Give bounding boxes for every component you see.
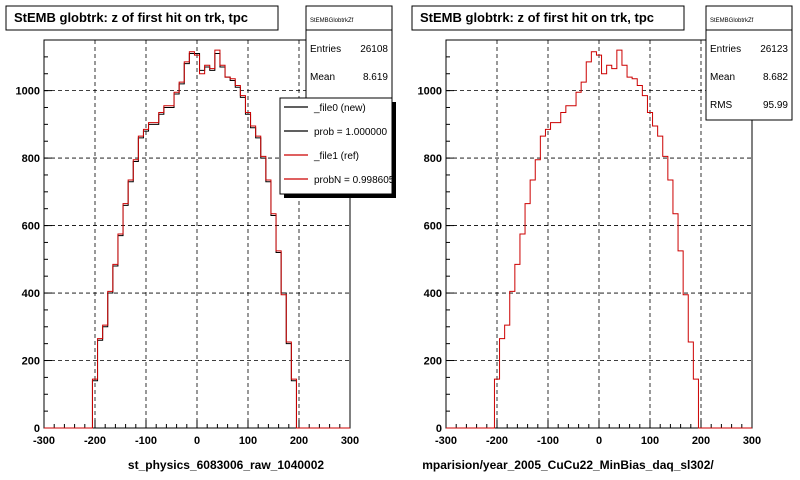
x-tick-label: 0: [596, 435, 602, 447]
x-tick-label: 200: [692, 435, 710, 447]
stats-value: 26123: [760, 44, 788, 55]
x-tick-label: 100: [239, 435, 257, 447]
stats-value: 8.619: [363, 72, 388, 83]
x-tick-label: -200: [84, 435, 106, 447]
x-tick-label: 300: [341, 435, 359, 447]
y-tick-label: 0: [34, 423, 40, 435]
chart-title: StEMB globtrk: z of first hit on trk, tp…: [14, 10, 248, 25]
y-tick-label: 200: [424, 356, 442, 368]
y-tick-label: 600: [424, 221, 442, 233]
stats-value: 8.682: [763, 72, 788, 83]
stats-box: [305, 5, 393, 99]
stats-value: 95.99: [763, 100, 788, 111]
histogram-series--file1-ref-: [446, 49, 752, 429]
legend-label: _file0 (new): [313, 103, 366, 114]
y-tick-label: 400: [22, 288, 40, 300]
x-axis-title: st_physics_6083006_raw_1040002: [128, 458, 324, 472]
stats-value: 26108: [360, 44, 388, 55]
y-tick-label: 800: [22, 153, 40, 165]
x-tick-label: 300: [743, 435, 761, 447]
x-tick-label: -200: [486, 435, 508, 447]
y-tick-label: 1000: [16, 86, 40, 98]
histogram-series--file1-ref-: [44, 49, 350, 429]
x-tick-label: -100: [537, 435, 559, 447]
legend-label: probN = 0.998605: [314, 175, 395, 186]
y-tick-label: 800: [424, 153, 442, 165]
stats-label: Entries: [310, 44, 341, 55]
stats-label: Entries: [710, 44, 741, 55]
title-box: [411, 5, 685, 31]
stats-label: Mean: [310, 72, 335, 83]
stats-label: Mean: [710, 72, 735, 83]
legend-box: [279, 97, 393, 195]
x-tick-label: 0: [194, 435, 200, 447]
x-tick-label: -300: [435, 435, 457, 447]
legend-label: prob = 1.000000: [314, 127, 388, 138]
title-box: [5, 5, 279, 31]
stats-label: RMS: [710, 100, 733, 111]
legend-label: _file1 (ref): [313, 151, 359, 162]
x-tick-label: -300: [33, 435, 55, 447]
stats-name: StEMBGlobtrkZf: [310, 18, 354, 24]
y-tick-label: 400: [424, 288, 442, 300]
x-tick-label: -100: [135, 435, 157, 447]
x-tick-label: 100: [641, 435, 659, 447]
histogram-panel-2: -300 -200 -100 0 100 200 300 0 200 400 600 800 1000 m…: [411, 5, 793, 472]
stats-box: [705, 5, 793, 121]
stats-name: StEMBGlobtrkZf: [710, 18, 754, 24]
y-tick-label: 600: [22, 221, 40, 233]
y-tick-label: 1000: [418, 86, 442, 98]
y-tick-label: 200: [22, 356, 40, 368]
x-tick-label: 200: [290, 435, 308, 447]
chart-title: StEMB globtrk: z of first hit on trk, tp…: [420, 10, 654, 25]
histogram-panel-1: -300 -200 -100 0 100 200 300 0 200 400 600 800 1000 s…: [5, 5, 396, 472]
x-axis-title: mparision/year_2005_CuCu22_MinBias_daq_s…: [422, 458, 714, 472]
y-tick-label: 0: [436, 423, 442, 435]
